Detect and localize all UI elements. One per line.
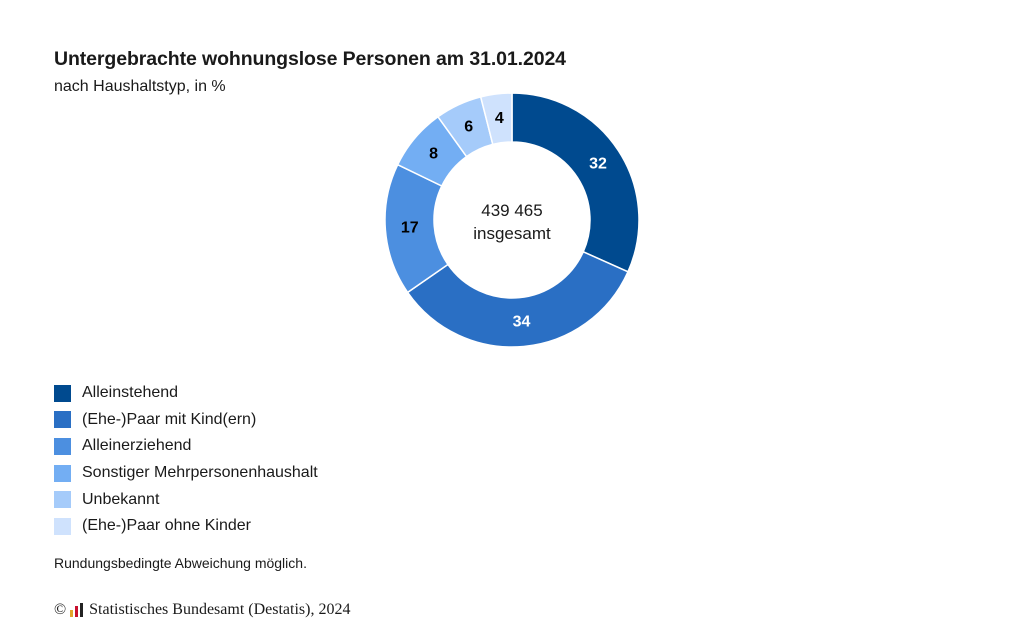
legend-item-ehe-paar-ohne-kinder: (Ehe-)Paar ohne Kinder (54, 513, 318, 540)
legend-label: Sonstiger Mehrpersonenhaushalt (82, 464, 318, 482)
source-text: Statistisches Bundesamt (Destatis), 2024 (89, 601, 351, 618)
destatis-logo-icon (70, 603, 84, 617)
legend-item-ehe-paar-mit-kind-ern: (Ehe-)Paar mit Kind(ern) (54, 407, 318, 434)
legend-item-sonstiger-mehrpersonenhaushalt: Sonstiger Mehrpersonenhaushalt (54, 460, 318, 487)
chart-subtitle: nach Haushaltstyp, in % (54, 78, 226, 95)
legend-label: (Ehe-)Paar mit Kind(ern) (82, 410, 257, 428)
copyright-symbol: © (54, 601, 67, 618)
slice-label-ehe-paar-ohne-kinder: 4 (495, 110, 504, 127)
legend-label: Alleinerziehend (82, 437, 192, 455)
legend-swatch (54, 384, 71, 402)
legend-item-unbekannt: Unbekannt (54, 486, 318, 513)
donut-slice-labels: 32 34 17 8 6 4 (401, 110, 607, 331)
slice-label-alleinerziehend: 17 (401, 219, 419, 236)
slice-label-alleinstehend: 32 (589, 156, 607, 173)
legend-item-alleinerziehend: Alleinerziehend (54, 433, 318, 460)
chart-title: Untergebrachte wohnungslose Personen am … (54, 48, 566, 70)
legend-swatch (54, 411, 71, 429)
donut-slices (384, 92, 640, 348)
legend-swatch (54, 491, 71, 509)
slice-label-unbekannt: 6 (464, 119, 473, 136)
footnote: Rundungsbedingte Abweichung möglich. (54, 555, 307, 571)
slice-ehe-paar-ohne-kinder (479, 92, 513, 146)
source-line: © Statistisches Bundesamt (Destatis), 20… (54, 601, 350, 619)
center-total-caption: insgesamt (473, 224, 551, 243)
donut-chart: 32 34 17 8 6 4 439 465 insgesamt (384, 92, 640, 348)
slice-label-ehe-paar-mit-kind-ern: 34 (513, 314, 531, 331)
legend-swatch (54, 517, 71, 535)
legend-label: Alleinstehend (82, 384, 179, 402)
legend-item-alleinstehend: Alleinstehend (54, 380, 318, 407)
slice-alleinstehend (511, 92, 640, 273)
slice-ehe-paar-mit-kind-ern (406, 250, 629, 348)
legend-swatch (54, 464, 71, 482)
slice-label-sonstiger-mehrpersonenhaushalt: 8 (429, 145, 438, 162)
legend-label: (Ehe-)Paar ohne Kinder (82, 517, 251, 535)
chart-legend: Alleinstehend (Ehe-)Paar mit Kind(ern) All… (54, 380, 318, 540)
legend-swatch (54, 437, 71, 455)
center-total-value: 439 465 (481, 201, 542, 220)
legend-label: Unbekannt (82, 490, 160, 508)
